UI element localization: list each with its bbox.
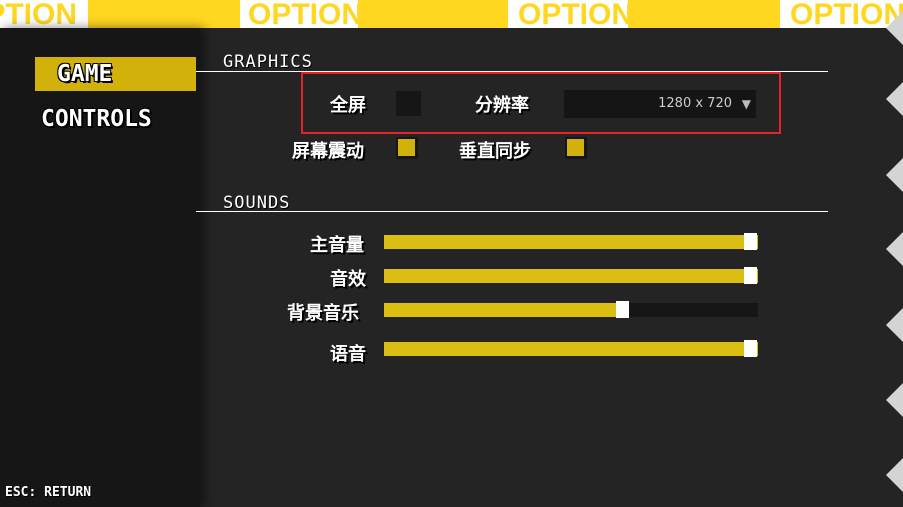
resolution-value: 1280 x 720: [658, 96, 732, 111]
highlight-box: [301, 72, 781, 134]
music-volume-slider[interactable]: [384, 301, 758, 318]
slider-fill: [384, 269, 758, 283]
banner-text: OPTION: [240, 0, 358, 28]
sounds-heading: SOUNDS: [223, 193, 291, 213]
edge-notch-icon: [886, 458, 903, 492]
edge-notch-icon: [886, 82, 903, 116]
sfx-volume-label: 音效: [330, 269, 366, 290]
slider-fill: [384, 235, 758, 249]
banner-text: OPTION: [0, 0, 88, 28]
edge-notch-icon: [886, 11, 903, 45]
screen-shake-checkbox[interactable]: [396, 137, 418, 159]
fullscreen-checkbox[interactable]: [396, 91, 421, 116]
slider-handle[interactable]: [743, 233, 757, 250]
slider-fill: [384, 303, 624, 317]
esc-return-hint: ESC: RETURN: [5, 485, 92, 500]
sfx-volume-slider[interactable]: [384, 267, 758, 284]
vsync-label: 垂直同步: [459, 141, 531, 162]
slider-fill: [384, 342, 758, 356]
slider-handle[interactable]: [743, 267, 757, 284]
vsync-checkbox[interactable]: [565, 137, 587, 159]
voice-volume-slider[interactable]: [384, 340, 758, 357]
edge-notch-icon: [886, 232, 903, 266]
edge-notch-icon: [886, 158, 903, 192]
edge-notch-icon: [886, 383, 903, 417]
edge-notch-icon: [886, 308, 903, 342]
nav-game[interactable]: GAME: [35, 57, 196, 91]
graphics-heading: GRAPHICS: [223, 52, 313, 72]
option-banner: OPTION OPTION OPTION OPTION: [0, 0, 903, 28]
master-volume-label: 主音量: [310, 235, 364, 256]
resolution-label: 分辨率: [475, 95, 529, 116]
voice-volume-label: 语音: [330, 344, 366, 365]
fullscreen-label: 全屏: [330, 95, 366, 116]
screen-shake-label: 屏幕震动: [292, 141, 364, 162]
slider-handle[interactable]: [743, 340, 757, 357]
chevron-down-icon: ▼: [741, 97, 751, 111]
slider-handle[interactable]: [616, 301, 630, 318]
resolution-dropdown[interactable]: 1280 x 720 ▼: [564, 90, 756, 118]
music-volume-label: 背景音乐: [287, 303, 359, 324]
banner-text: OPTION: [780, 0, 903, 28]
sidebar: [0, 28, 200, 507]
divider: [196, 211, 828, 212]
divider: [196, 71, 828, 72]
nav-controls[interactable]: CONTROLS: [41, 106, 152, 132]
banner-text: OPTION: [508, 0, 628, 28]
master-volume-slider[interactable]: [384, 233, 758, 250]
